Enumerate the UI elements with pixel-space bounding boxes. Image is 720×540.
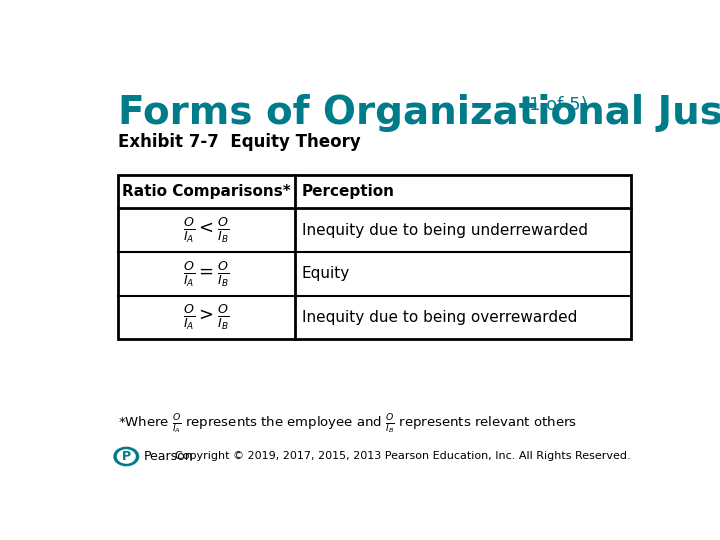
Text: $\frac{O}{I_A} > \frac{O}{I_B}$: $\frac{O}{I_A} > \frac{O}{I_B}$ — [183, 302, 230, 332]
Circle shape — [114, 447, 138, 465]
Text: Exhibit 7-7  Equity Theory: Exhibit 7-7 Equity Theory — [118, 133, 361, 151]
Text: *Where $\frac{O}{I_A}$ represents the employee and $\frac{O}{I_B}$ represents re: *Where $\frac{O}{I_A}$ represents the em… — [118, 413, 577, 436]
Text: Copyright © 2019, 2017, 2015, 2013 Pearson Education, Inc. All Rights Reserved.: Copyright © 2019, 2017, 2015, 2013 Pears… — [175, 451, 630, 462]
Circle shape — [117, 450, 135, 463]
Text: Perception: Perception — [302, 184, 395, 199]
Text: Inequity due to being overrewarded: Inequity due to being overrewarded — [302, 310, 577, 325]
Text: Inequity due to being underrewarded: Inequity due to being underrewarded — [302, 222, 588, 238]
Text: $\frac{O}{I_A} = \frac{O}{I_B}$: $\frac{O}{I_A} = \frac{O}{I_B}$ — [183, 259, 230, 289]
Text: $\frac{O}{I_A} < \frac{O}{I_B}$: $\frac{O}{I_A} < \frac{O}{I_B}$ — [183, 215, 230, 245]
Text: (1 of 5): (1 of 5) — [522, 96, 588, 114]
Text: Ratio Comparisons*: Ratio Comparisons* — [122, 184, 291, 199]
Text: Equity: Equity — [302, 266, 350, 281]
Text: Pearson: Pearson — [144, 450, 194, 463]
Text: Forms of Organizational Justice: Forms of Organizational Justice — [118, 94, 720, 132]
Text: P: P — [122, 450, 131, 463]
Bar — [118, 175, 631, 339]
